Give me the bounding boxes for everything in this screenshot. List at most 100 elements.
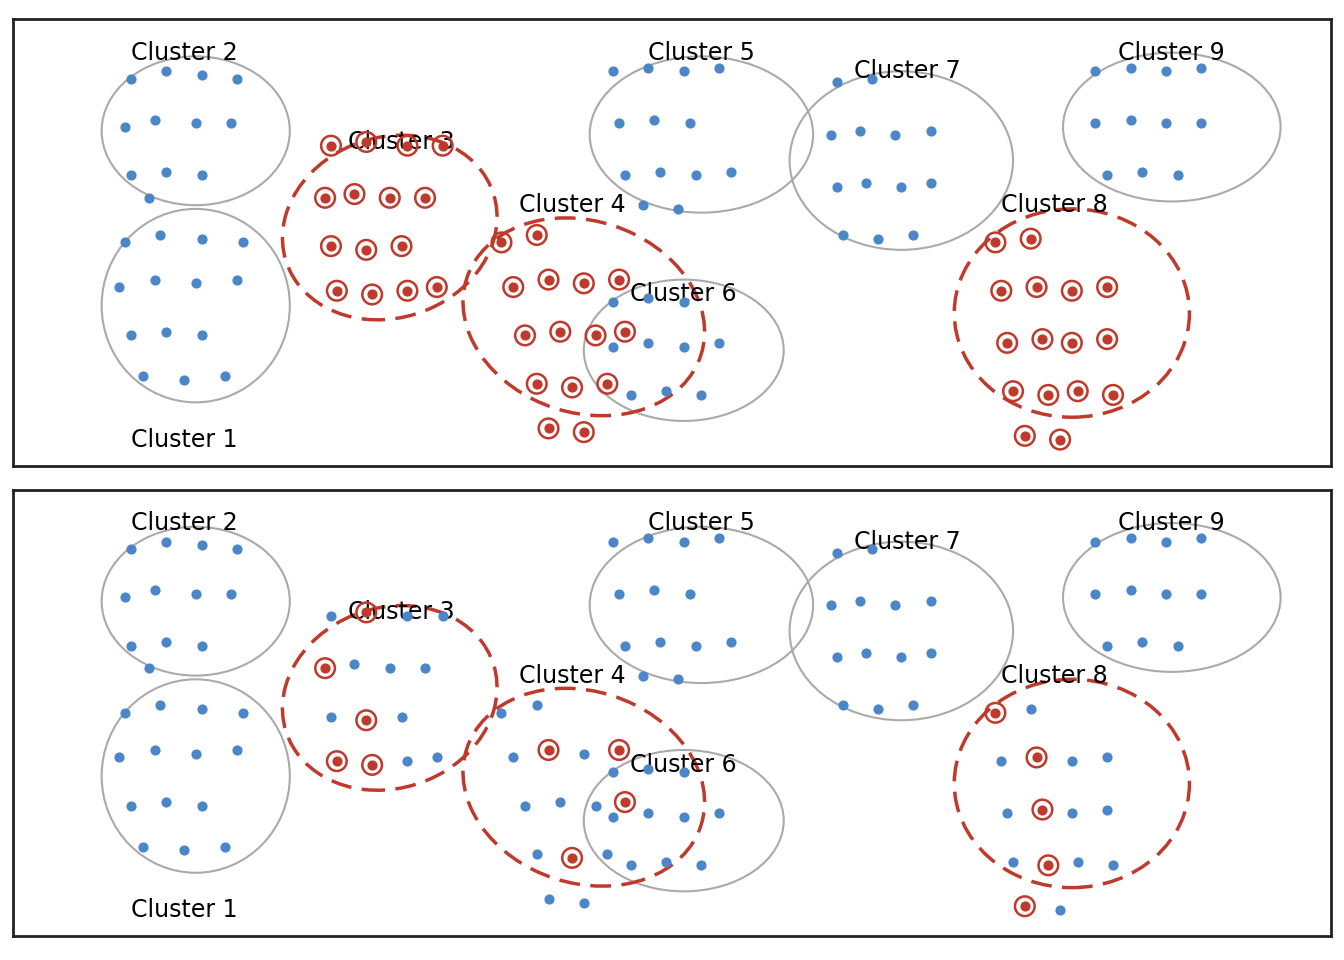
Point xyxy=(585,798,606,813)
Point xyxy=(1003,854,1024,870)
Point xyxy=(156,635,177,650)
Point xyxy=(396,609,418,624)
Point xyxy=(1156,63,1177,79)
Point xyxy=(1097,802,1118,817)
Point xyxy=(226,71,247,86)
Point xyxy=(1132,635,1153,650)
Point xyxy=(503,279,524,295)
Point xyxy=(314,190,336,205)
Point xyxy=(114,589,136,605)
Point xyxy=(503,750,524,765)
Point xyxy=(919,645,941,660)
Point xyxy=(585,327,606,343)
Text: Cluster 2: Cluster 2 xyxy=(130,40,238,64)
Point xyxy=(526,376,547,392)
Point xyxy=(1025,750,1047,765)
Point xyxy=(1120,583,1141,598)
Point xyxy=(185,746,207,761)
Text: Cluster 1: Cluster 1 xyxy=(130,427,237,451)
Point xyxy=(985,235,1007,251)
Point xyxy=(720,164,742,180)
Point xyxy=(614,168,636,183)
Point xyxy=(644,583,665,598)
Point xyxy=(426,750,448,765)
Point xyxy=(114,705,136,720)
Point xyxy=(1060,754,1082,769)
Point xyxy=(1097,279,1118,295)
Point xyxy=(673,809,695,825)
Point xyxy=(609,742,630,757)
Point xyxy=(185,586,207,601)
Point xyxy=(233,705,254,720)
Point xyxy=(538,420,559,436)
Point xyxy=(1038,857,1059,873)
Point xyxy=(355,242,376,257)
Point xyxy=(327,754,348,769)
Point xyxy=(867,231,888,247)
Point xyxy=(191,702,212,717)
Text: Cluster 6: Cluster 6 xyxy=(630,753,737,777)
Point xyxy=(156,164,177,180)
Point xyxy=(431,609,453,624)
Point xyxy=(985,705,1007,720)
Point xyxy=(1038,387,1059,402)
Point xyxy=(849,593,871,609)
Point xyxy=(1060,283,1082,299)
Point xyxy=(1102,387,1124,402)
Point xyxy=(185,116,207,132)
Point xyxy=(1013,899,1035,914)
Point xyxy=(362,287,383,302)
Point xyxy=(320,708,341,724)
Point xyxy=(573,276,594,291)
Point xyxy=(1013,428,1035,444)
Point xyxy=(379,190,401,205)
Point xyxy=(1020,231,1042,247)
Point xyxy=(114,119,136,134)
Point xyxy=(825,179,847,194)
Point xyxy=(220,116,242,132)
Point xyxy=(637,291,659,306)
Point xyxy=(362,287,383,302)
Point xyxy=(355,242,376,257)
Point xyxy=(1038,857,1059,873)
Point xyxy=(620,857,641,873)
Point xyxy=(602,63,624,79)
Point xyxy=(562,380,583,396)
Point xyxy=(1038,387,1059,402)
Point xyxy=(391,238,413,253)
Point xyxy=(632,668,653,684)
Point xyxy=(867,702,888,717)
Point xyxy=(820,597,841,612)
Point xyxy=(550,324,571,340)
Point xyxy=(121,168,141,183)
Text: Cluster 2: Cluster 2 xyxy=(130,511,238,535)
Text: Cluster 4: Cluster 4 xyxy=(519,663,625,687)
Point xyxy=(191,67,212,83)
Point xyxy=(144,112,165,128)
Point xyxy=(644,112,665,128)
Point xyxy=(156,324,177,340)
Point xyxy=(526,698,547,713)
Point xyxy=(996,805,1017,821)
Point xyxy=(614,795,636,810)
Text: Cluster 8: Cluster 8 xyxy=(1001,193,1107,217)
Point xyxy=(1167,168,1188,183)
Point xyxy=(314,190,336,205)
Point xyxy=(214,839,237,854)
Point xyxy=(396,138,418,154)
Point xyxy=(426,279,448,295)
Point xyxy=(614,324,636,340)
Point xyxy=(426,279,448,295)
Point xyxy=(396,138,418,154)
Point xyxy=(708,530,730,545)
Point xyxy=(138,190,160,205)
Point xyxy=(1191,586,1212,601)
Point xyxy=(379,660,401,676)
Point xyxy=(1097,168,1118,183)
Point xyxy=(431,138,453,154)
Point xyxy=(526,228,547,243)
Text: Cluster 9: Cluster 9 xyxy=(1118,40,1226,64)
Text: Cluster 7: Cluster 7 xyxy=(853,530,961,554)
Point xyxy=(1120,530,1141,545)
Point xyxy=(132,369,153,384)
